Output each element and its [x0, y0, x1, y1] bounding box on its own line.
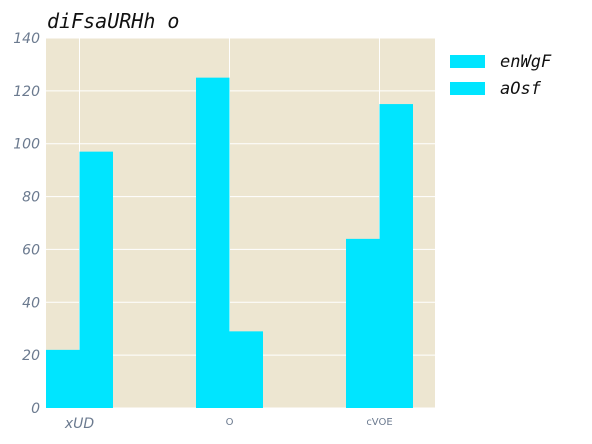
- y-tick-label: 60: [22, 242, 40, 258]
- legend-swatch-aOsf: [450, 82, 485, 95]
- bar-enWgF-O: [196, 78, 230, 408]
- y-tick-label: 20: [22, 348, 40, 364]
- legend-swatch-enWgF: [450, 55, 485, 68]
- legend-label: aOsf: [500, 79, 542, 99]
- y-tick-label: 40: [22, 295, 40, 311]
- y-tick-label: 140: [13, 31, 40, 47]
- y-tick-label: 120: [13, 84, 40, 100]
- x-tick-label: O: [226, 417, 234, 428]
- bar-aOsf-O: [230, 331, 264, 408]
- legend: enWgF aOsf: [450, 52, 552, 99]
- x-tick-label: xUD: [64, 416, 95, 432]
- x-tick-label: cVOE: [366, 417, 392, 428]
- bar-enWgF-xUD: [46, 350, 80, 408]
- bar-aOsf-xUD: [80, 152, 114, 408]
- bar-enWgF-cVOE: [346, 239, 380, 408]
- legend-label: enWgF: [500, 52, 552, 72]
- y-tick-label: 100: [13, 137, 40, 153]
- chart-title: diFsaURHh o: [47, 9, 179, 33]
- y-tick-label: 80: [22, 190, 40, 206]
- bar-aOsf-cVOE: [380, 104, 414, 408]
- y-tick-label: 0: [31, 401, 40, 417]
